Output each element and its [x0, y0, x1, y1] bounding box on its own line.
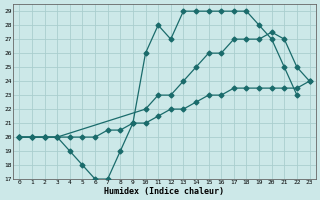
X-axis label: Humidex (Indice chaleur): Humidex (Indice chaleur) — [104, 187, 224, 196]
